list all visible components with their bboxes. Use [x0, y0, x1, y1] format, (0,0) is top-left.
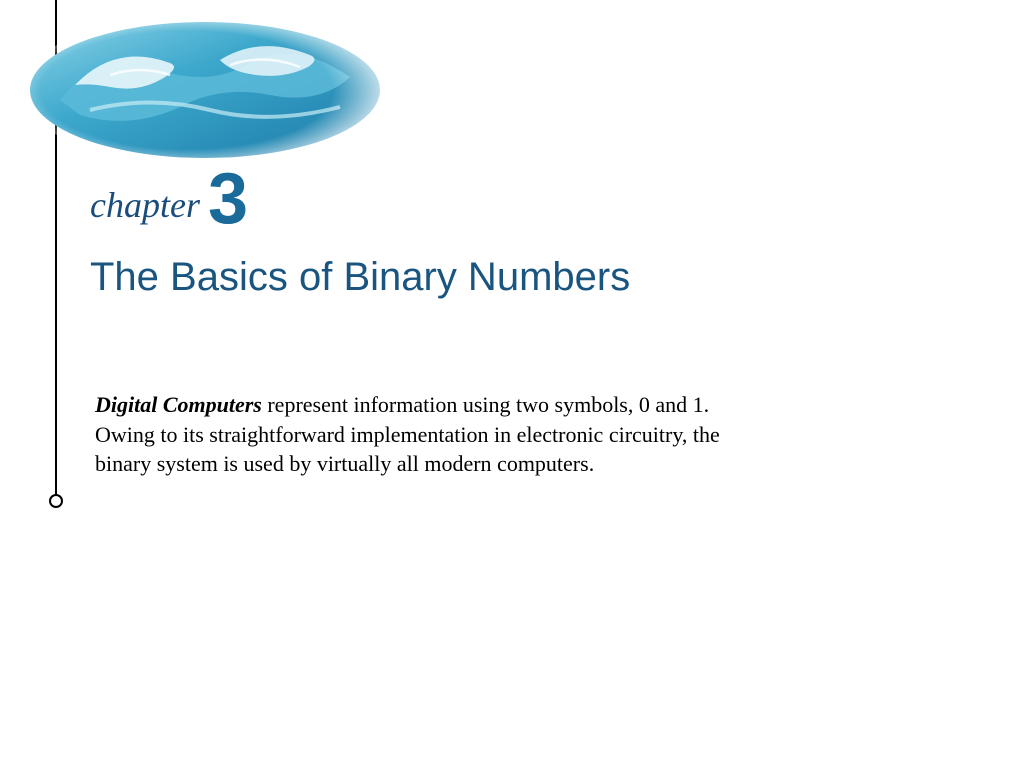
- chapter-heading-row: chapter 3: [90, 165, 248, 226]
- rule-terminal-circle: [49, 494, 63, 508]
- lead-phrase: Digital Computers: [95, 392, 262, 417]
- wave-decoration: [20, 15, 400, 165]
- chapter-title: The Basics of Binary Numbers: [90, 255, 630, 300]
- intro-paragraph: Digital Computers represent information …: [95, 390, 725, 479]
- chapter-number: 3: [208, 171, 248, 229]
- chapter-label: chapter: [90, 184, 200, 226]
